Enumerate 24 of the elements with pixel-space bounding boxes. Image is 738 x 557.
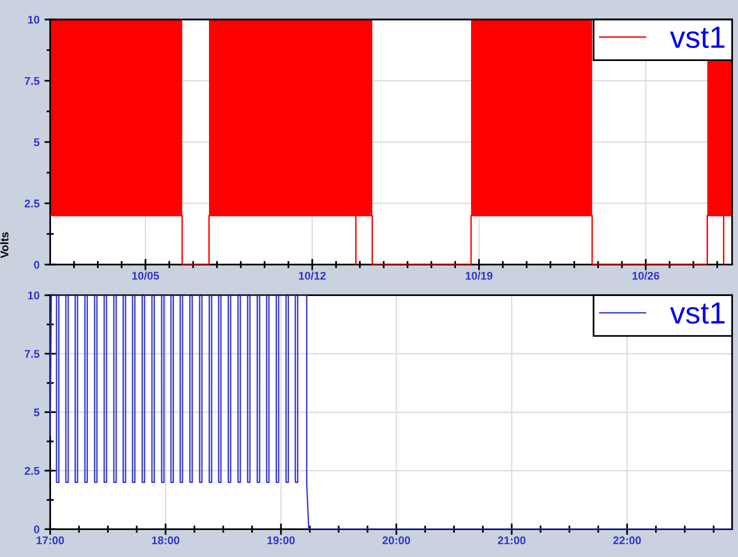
y-tick-label: 2.5 xyxy=(24,200,40,208)
x-tick-label: 17:00 xyxy=(36,536,64,544)
y-tick-label: 5 xyxy=(34,408,40,416)
y-axis-title: Volts xyxy=(0,232,8,258)
x-tick-label: 10/12 xyxy=(299,272,326,280)
y-tick-label: 0 xyxy=(34,260,40,269)
y-tick-label: 5 xyxy=(34,138,40,146)
x-tick-label: 10/26 xyxy=(632,272,660,280)
x-tick-label: 18:00 xyxy=(152,536,180,544)
x-tick-label: 21:00 xyxy=(498,536,526,544)
x-tick-label: 20:00 xyxy=(382,536,410,544)
y-tick-label: 10 xyxy=(28,291,40,300)
x-tick-label: 10/19 xyxy=(466,272,492,280)
x-tick-label: 22:00 xyxy=(613,536,641,544)
x-tick-label: 19:00 xyxy=(267,536,295,544)
y-tick-label: 7.5 xyxy=(24,77,40,85)
legend-label: vst1 xyxy=(670,302,724,324)
y-tick-label: 7.5 xyxy=(24,350,40,358)
x-tick-label: 10/05 xyxy=(132,272,160,280)
y-tick-label: 0 xyxy=(34,525,40,534)
y-tick-label: 2.5 xyxy=(24,466,40,475)
y-tick-label: 10 xyxy=(28,16,40,24)
legend-label: vst1 xyxy=(670,26,724,48)
line-series xyxy=(50,295,732,530)
